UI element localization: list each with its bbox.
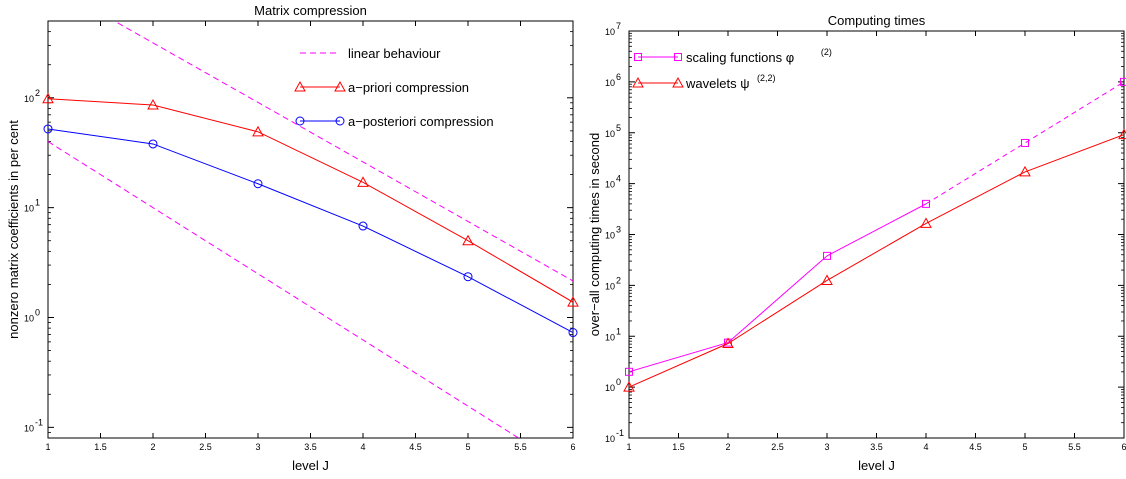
y-tick-label: 10 xyxy=(605,231,615,241)
data-point xyxy=(1022,139,1029,146)
x-tick-label: 3.5 xyxy=(304,442,317,452)
x-tick-label: 5 xyxy=(465,442,470,452)
y-tick-label: 10 xyxy=(24,94,34,104)
y-tick-exponent: -1 xyxy=(616,428,624,438)
y-tick-label: 10 xyxy=(24,423,34,433)
x-tick-label: 4.5 xyxy=(409,442,422,452)
legend-label: linear behaviour xyxy=(348,46,441,61)
data-point xyxy=(1119,130,1126,139)
x-tick-label: 5 xyxy=(1022,442,1027,452)
x-tick-label: 4 xyxy=(923,442,928,452)
legend-label: a−posteriori compression xyxy=(348,114,494,129)
x-axis-label: level J xyxy=(858,458,895,473)
y-tick-label: 10 xyxy=(605,434,615,444)
series-group xyxy=(48,0,573,472)
x-tick-label: 3.5 xyxy=(870,442,883,452)
y-tick-exponent: 1 xyxy=(35,198,40,208)
y-tick-label: 10 xyxy=(605,383,615,393)
y-tick-exponent: 4 xyxy=(616,174,621,184)
y-tick-exponent: -1 xyxy=(35,417,43,427)
x-tick-label: 6 xyxy=(1121,442,1126,452)
x-tick-label: 1.5 xyxy=(672,442,685,452)
legend-label: scaling functions φ xyxy=(686,50,794,65)
chart-computing-times: Computing times level J over−all computing… xyxy=(587,13,1126,473)
y-tick-exponent: 2 xyxy=(35,88,40,98)
legend: scaling functions φ (2) wavelets ψ (2,2) xyxy=(633,47,832,91)
x-axis-label: level J xyxy=(292,458,329,473)
series-line xyxy=(48,142,573,473)
x-tick-label: 4 xyxy=(360,442,365,452)
x-tick-label: 2.5 xyxy=(199,442,212,452)
y-axis-label: nonzero matrix coefficients in per cent xyxy=(6,120,21,339)
y-tick-label: 10 xyxy=(24,204,34,214)
y-tick-label: 10 xyxy=(605,281,615,291)
y-tick-label: 10 xyxy=(605,332,615,342)
y-tick-exponent: 6 xyxy=(616,72,621,82)
legend: linear behaviour a−priori compression a−po… xyxy=(295,46,494,129)
y-tick-exponent: 2 xyxy=(616,275,621,285)
x-tick-label: 3 xyxy=(824,442,829,452)
x-tick-label: 5.5 xyxy=(514,442,527,452)
y-tick-label: 10 xyxy=(605,129,615,139)
y-tick-label: 10 xyxy=(605,180,615,190)
x-tick-label: 1.5 xyxy=(94,442,107,452)
x-tick-label: 4.5 xyxy=(969,442,982,452)
chart-title: Computing times xyxy=(828,13,926,28)
chart-matrix-compression: Matrix compression level J nonzero matrix … xyxy=(6,0,578,473)
x-tick-label: 1 xyxy=(45,442,50,452)
y-tick-label: 10 xyxy=(24,313,34,323)
y-tick-exponent: 0 xyxy=(35,307,40,317)
y-tick-exponent: 1 xyxy=(616,326,621,336)
y-tick-label: 10 xyxy=(605,78,615,88)
plot-frame xyxy=(629,31,1124,438)
x-tick-label: 5.5 xyxy=(1068,442,1081,452)
x-tick-label: 2.5 xyxy=(771,442,784,452)
y-tick-exponent: 7 xyxy=(616,21,621,31)
x-tick-label: 1 xyxy=(626,442,631,452)
legend-label-superscript: (2,2) xyxy=(757,73,776,83)
series-line xyxy=(48,129,573,333)
y-tick-exponent: 5 xyxy=(616,123,621,133)
series-line-dashed xyxy=(926,82,1124,204)
series-line xyxy=(629,135,1124,388)
y-tick-exponent: 3 xyxy=(616,225,621,235)
legend-label: wavelets ψ xyxy=(685,76,749,91)
series-line xyxy=(48,99,573,302)
x-tick-label: 6 xyxy=(570,442,575,452)
series-line-solid xyxy=(629,204,926,372)
x-tick-label: 2 xyxy=(150,442,155,452)
legend-label-superscript: (2) xyxy=(821,47,832,57)
plot-frame xyxy=(48,21,573,438)
chart-title: Matrix compression xyxy=(254,3,367,18)
legend-label: a−priori compression xyxy=(348,80,469,95)
y-tick-exponent: 0 xyxy=(616,377,621,387)
x-tick-label: 3 xyxy=(255,442,260,452)
y-tick-label: 10 xyxy=(605,27,615,37)
x-tick-label: 2 xyxy=(725,442,730,452)
series-group xyxy=(629,82,1124,387)
y-axis-label: over−all computing times in second xyxy=(587,133,602,336)
